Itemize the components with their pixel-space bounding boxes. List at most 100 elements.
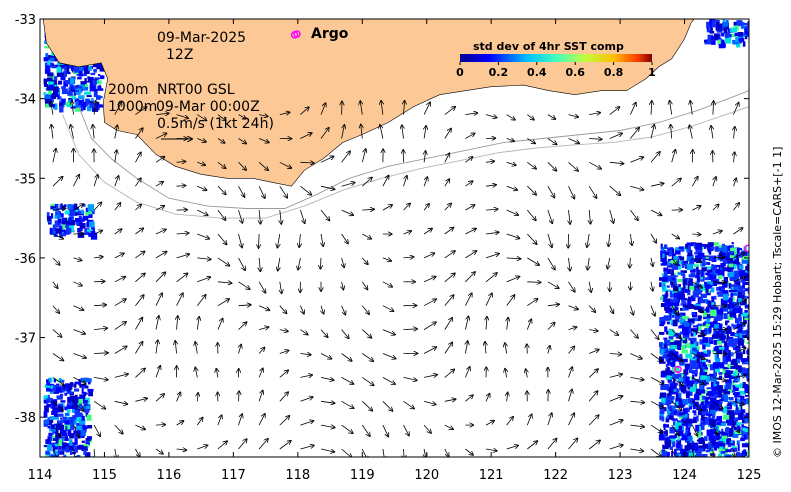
current-vector [444, 318, 452, 330]
x-tick-label: 121 [479, 468, 504, 483]
sst-pixel [88, 214, 93, 218]
sst-pixel [69, 448, 72, 455]
isobath-1000m-line [62, 106, 749, 219]
sst-pixel [734, 387, 739, 392]
current-vector [712, 257, 724, 258]
current-vector [650, 125, 654, 139]
current-vector [403, 257, 414, 258]
copyright-credit: © IMOS 12-Mar-2025 15:29 Hobart; Tscale=… [771, 147, 784, 458]
current-vector [733, 375, 746, 377]
sst-pixel [685, 338, 688, 345]
sst-pixel [747, 288, 749, 291]
sst-pixel [659, 415, 662, 421]
sst-pixel [679, 412, 685, 416]
sst-pixel [702, 399, 705, 404]
sst-pixel [74, 438, 78, 446]
current-vector [403, 329, 418, 330]
sst-pixel [79, 394, 86, 399]
sst-pixel [695, 266, 699, 270]
sst-pixel [660, 371, 668, 378]
sst-pixel [98, 74, 101, 77]
current-vector [444, 153, 450, 163]
current-vector [238, 209, 243, 223]
current-vector [382, 401, 393, 411]
current-vector [216, 369, 218, 378]
sst-pixel [665, 417, 670, 423]
sst-pixel [671, 418, 678, 421]
sst-pixel [736, 440, 740, 446]
current-vector [361, 305, 369, 315]
sst-pixel [683, 308, 689, 311]
sst-pixel [747, 324, 749, 332]
sst-pixel [734, 417, 739, 422]
sst-pixel [679, 353, 683, 359]
current-vector [135, 128, 142, 139]
sst-pixel [722, 260, 729, 264]
sst-pixel [690, 258, 693, 262]
sst-pixel [726, 428, 733, 434]
current-vector [423, 347, 436, 354]
sst-pixel [677, 346, 681, 350]
sst-pixel [728, 338, 735, 346]
sst-pixel [81, 440, 85, 443]
sst-pixel [699, 299, 705, 304]
current-vector [382, 258, 391, 261]
current-vector [609, 305, 614, 314]
sst-pixel [687, 290, 691, 296]
sst-pixel [60, 417, 63, 420]
sst-pixel [696, 345, 700, 350]
sst-pixel [696, 432, 702, 438]
sst-pixel [687, 318, 695, 323]
plot-frame [39, 18, 750, 458]
sst-pixel [682, 413, 688, 418]
sst-pixel [687, 296, 691, 302]
current-vector [176, 254, 190, 259]
sst-pixel [695, 424, 702, 432]
sst-pixel [695, 453, 701, 457]
sst-pixel [717, 309, 724, 315]
sst-pixel [67, 416, 74, 420]
current-vector [527, 233, 536, 244]
sst-pixel [65, 435, 68, 441]
sst-pixel [726, 413, 734, 420]
sst-pixel [683, 283, 686, 290]
sst-pixel [87, 77, 93, 82]
sst-pixel [716, 384, 720, 388]
sst-pixel [718, 441, 724, 444]
sst-pixel [668, 329, 675, 336]
current-vector [609, 445, 623, 450]
current-vector [526, 319, 531, 330]
sst-pixel [682, 316, 690, 320]
sst-pixel [683, 301, 687, 305]
sst-pixel [701, 364, 707, 369]
sst-pixel [78, 222, 82, 225]
sst-pixel [737, 377, 740, 383]
sst-pixel [71, 96, 77, 100]
sst-pixel [720, 28, 727, 31]
current-vector [671, 281, 678, 291]
sst-pixel [43, 57, 49, 62]
current-vector [341, 400, 354, 408]
sst-pixel [75, 220, 80, 225]
sst-pixel [704, 281, 708, 286]
sst-pixel [703, 369, 708, 376]
sst-pixel [720, 451, 726, 454]
current-vector [692, 377, 704, 384]
sst-pixel [687, 423, 691, 429]
sst-pixel [94, 88, 98, 92]
sst-pixel [50, 386, 53, 389]
current-vector [733, 348, 746, 354]
current-vector [650, 183, 664, 187]
sst-pixel [705, 382, 709, 385]
current-vector [568, 367, 573, 378]
sst-pixel [51, 213, 54, 219]
sst-pixel [728, 297, 733, 304]
sst-pixel [719, 431, 726, 434]
current-vector [320, 401, 335, 403]
sst-pixel [744, 418, 749, 424]
sst-pixel [670, 411, 674, 416]
sst-pixel [714, 381, 720, 384]
sst-pixel [723, 358, 728, 365]
sst-pixel [685, 435, 693, 442]
sst-pixel [81, 99, 85, 103]
